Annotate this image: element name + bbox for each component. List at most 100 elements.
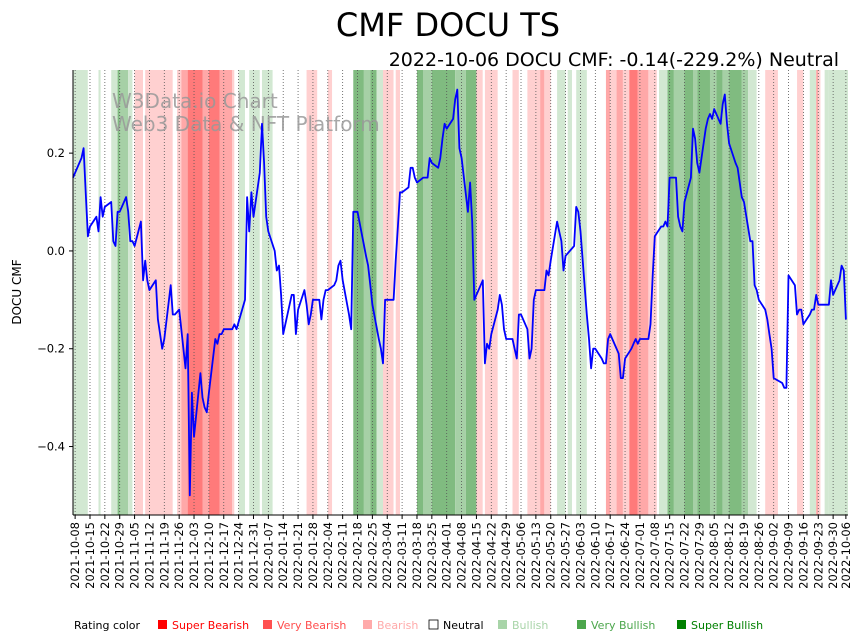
x-tick-label: 2022-09-23 [811, 522, 825, 589]
x-tick-label: 2022-05-20 [544, 522, 558, 589]
legend-label: Bullish [512, 619, 548, 632]
legend-swatch [363, 620, 372, 629]
y-tick-label: −0.4 [37, 440, 65, 454]
rating-band [709, 70, 717, 515]
rating-band [143, 70, 146, 515]
x-tick-label: 2022-03-11 [395, 522, 409, 589]
x-tick-label: 2022-08-26 [752, 522, 766, 589]
series-layer [72, 88, 847, 497]
x-tick-label: 2022-04-08 [455, 522, 469, 589]
x-tick-label: 2022-03-25 [425, 522, 439, 589]
x-tick-label: 2022-09-16 [796, 522, 810, 589]
rating-band [238, 70, 245, 515]
legend-label: Very Bearish [277, 619, 346, 632]
rating-band [673, 70, 685, 515]
y-tick-label: 0.0 [47, 244, 65, 258]
x-tick-label: 2022-10-06 [839, 522, 853, 589]
x-tick-label: 2022-06-17 [603, 522, 617, 589]
rating-band [809, 70, 817, 515]
rating-band [134, 70, 144, 515]
rating-band [729, 70, 742, 515]
watermark-line-2: Web3 Data & NFT Platform [112, 112, 380, 136]
x-tick-label: 2021-12-17 [217, 522, 231, 589]
rating-band [610, 70, 617, 515]
rating-band [465, 70, 477, 515]
y-tick-labels: 0.2 0.0 −0.2 −0.4 [37, 146, 65, 453]
x-tick-label: 2021-11-19 [157, 522, 171, 589]
rating-band [87, 70, 90, 515]
x-tick-label: 2021-10-15 [83, 522, 97, 589]
rating-band [416, 70, 424, 515]
x-tick-label: 2021-12-24 [232, 522, 246, 589]
rating-band [828, 70, 848, 515]
rating-band [697, 70, 710, 515]
rating-band [306, 70, 318, 515]
legend-swatch [677, 620, 686, 629]
legend-label: Very Bullish [591, 619, 655, 632]
rating-band [550, 70, 553, 515]
x-tick-label: 2022-03-18 [410, 522, 424, 589]
rating-band [327, 70, 333, 515]
x-tick-label: 2022-04-15 [469, 522, 483, 589]
x-tick-label: 2021-10-22 [98, 522, 112, 589]
rating-band [544, 70, 551, 515]
x-tick-label: 2022-02-18 [351, 522, 365, 589]
watermark-line-1: W3Data.io Chart [112, 89, 278, 113]
rating-band [818, 70, 821, 515]
rating-band [540, 70, 545, 515]
rating-band [656, 70, 660, 515]
rating-band [741, 70, 749, 515]
rating-band [622, 70, 630, 515]
x-tick-label: 2022-09-02 [767, 522, 781, 589]
rating-band [181, 70, 188, 515]
x-tick-label: 2022-06-24 [618, 522, 632, 589]
rating-band [455, 70, 466, 515]
rating-band [576, 70, 587, 515]
rating-band [476, 70, 483, 515]
rating-band [667, 70, 674, 515]
x-tick-label: 2021-11-05 [128, 522, 142, 589]
x-tick-label: 2022-07-15 [663, 522, 677, 589]
axes [69, 70, 848, 519]
x-tick-label: 2022-03-04 [380, 522, 394, 589]
x-tick-label: 2022-08-05 [707, 522, 721, 589]
x-tick-label: 2022-02-25 [365, 522, 379, 589]
legend-label: Super Bullish [691, 619, 763, 632]
rating-band [261, 70, 273, 515]
rating-band [659, 70, 668, 515]
rating-band [565, 70, 568, 515]
x-tick-label: 2021-11-26 [172, 522, 186, 589]
rating-band [637, 70, 649, 515]
rating-band [605, 70, 611, 515]
rating-band [117, 70, 120, 515]
rating-band [423, 70, 432, 515]
x-tick-label: 2022-07-01 [633, 522, 647, 589]
x-tick-label: 2022-06-03 [573, 522, 587, 589]
x-tick-label: 2021-12-10 [202, 522, 216, 589]
rating-band [363, 70, 371, 515]
legend-swatch [498, 620, 507, 629]
x-tick-label: 2022-07-22 [678, 522, 692, 589]
rating-band [629, 70, 638, 515]
rating-band [803, 70, 810, 515]
rating-band [202, 70, 209, 515]
y-axis-label: DOCU CMF [10, 259, 24, 324]
x-tick-label: 2022-09-09 [782, 522, 796, 589]
x-tick-labels: 2021-10-08 2021-10-15 2021-10-22 2021-10-29… [68, 522, 853, 589]
rating-band [128, 70, 133, 515]
legend-swatch [263, 620, 272, 629]
rating-band [748, 70, 757, 515]
x-tick-label: 2022-05-27 [559, 522, 573, 589]
x-tick-label: 2022-09-30 [826, 522, 840, 589]
rating-band [824, 70, 829, 515]
rating-band [244, 70, 250, 515]
legend-swatch [428, 619, 439, 630]
legend-title: Rating color [74, 619, 141, 632]
rating-band [816, 70, 819, 515]
rating-band [567, 70, 572, 515]
x-tick-label: 2021-10-29 [113, 522, 127, 589]
y-tick-label: 0.2 [47, 146, 65, 160]
rating-band [234, 70, 239, 515]
rating-band [111, 70, 118, 515]
x-tick-label: 2022-01-28 [306, 522, 320, 589]
